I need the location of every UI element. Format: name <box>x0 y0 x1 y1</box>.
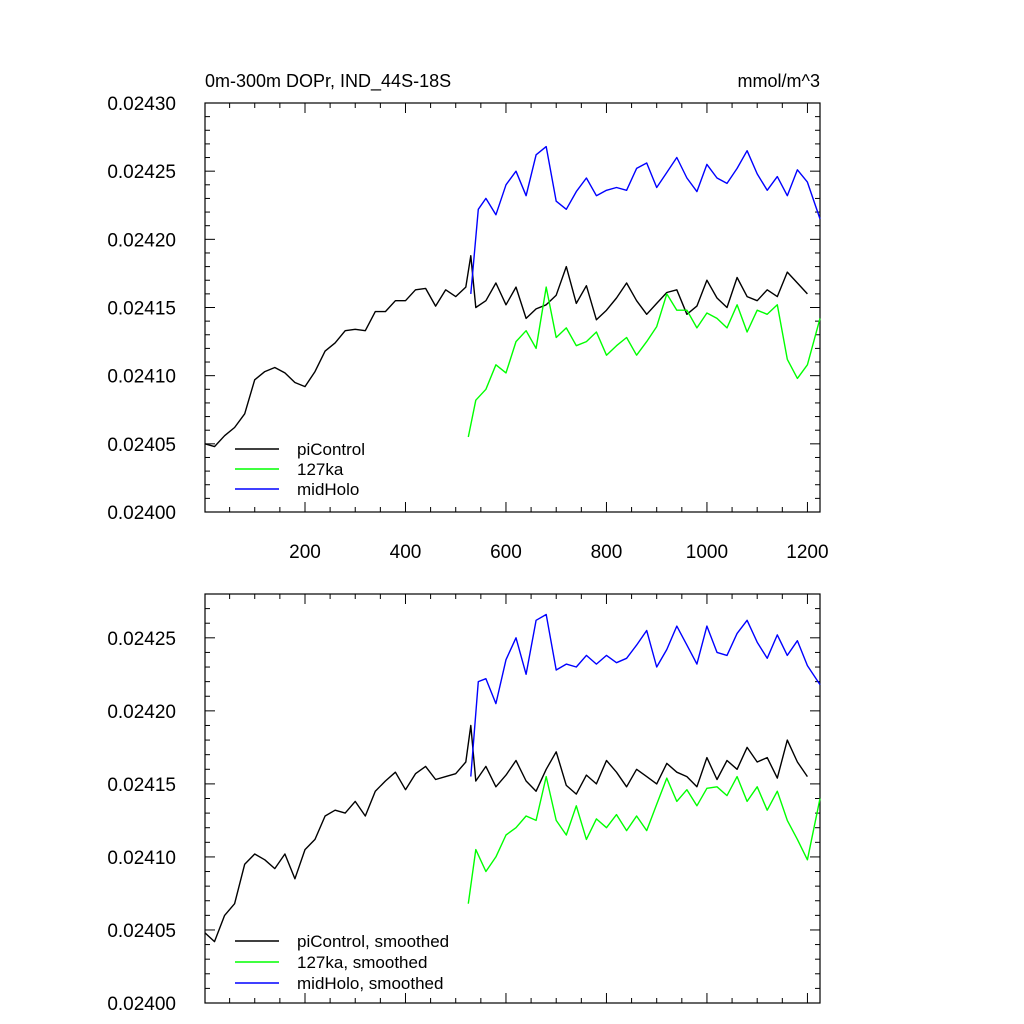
chart-title: 0m-300m DOPr, IND_44S-18S <box>205 71 451 92</box>
y-tick-label: 0.02415 <box>107 775 176 796</box>
y-tick-label: 0.02425 <box>107 162 176 183</box>
x-tick-label: 1200 <box>786 542 828 563</box>
y-tick-label: 0.02420 <box>107 702 176 723</box>
series-line-picontrol <box>204 254 808 448</box>
legend-label: 127ka <box>297 460 344 479</box>
y-tick-label: 0.02400 <box>107 503 176 524</box>
y-tick-label: 0.02410 <box>107 367 176 388</box>
series-line-midholo <box>470 145 821 294</box>
y-tick-label: 0.02405 <box>107 921 176 942</box>
x-tick-label: 1000 <box>686 542 728 563</box>
legend-label: piControl <box>297 440 365 459</box>
series-line-127ka-smoothed <box>467 775 821 904</box>
bottom-panel: 0.02400 0.02405 0.02410 0.02415 0.02420 0.024… <box>107 593 821 1015</box>
legend-label: midHolo, smoothed <box>297 974 443 993</box>
top-panel: 200 400 600 800 1000 1200 0.02400 0.02405 0.0241… <box>107 94 828 563</box>
units-label: mmol/m^3 <box>738 71 820 91</box>
series-line-midholo-smoothed <box>470 613 821 777</box>
x-tick-label: 800 <box>591 542 623 563</box>
legend-label: 127ka, smoothed <box>297 953 427 972</box>
y-tick-label: 0.02415 <box>107 299 176 320</box>
y-tick-label: 0.02400 <box>107 994 176 1015</box>
x-tick-label: 400 <box>390 542 422 563</box>
y-tick-label: 0.02410 <box>107 848 176 869</box>
x-tick-label: 200 <box>289 542 321 563</box>
y-tick-label: 0.02405 <box>107 435 176 456</box>
y-tick-label: 0.02425 <box>107 629 176 650</box>
series-line-127ka <box>467 286 821 438</box>
y-tick-label: 0.02420 <box>107 230 176 251</box>
legend-label: piControl, smoothed <box>297 932 449 951</box>
x-tick-label: 600 <box>490 542 522 563</box>
series-line-picontrol-smoothed <box>204 724 808 943</box>
y-tick-label: 0.02430 <box>107 94 176 115</box>
legend-label: midHolo <box>297 480 359 499</box>
